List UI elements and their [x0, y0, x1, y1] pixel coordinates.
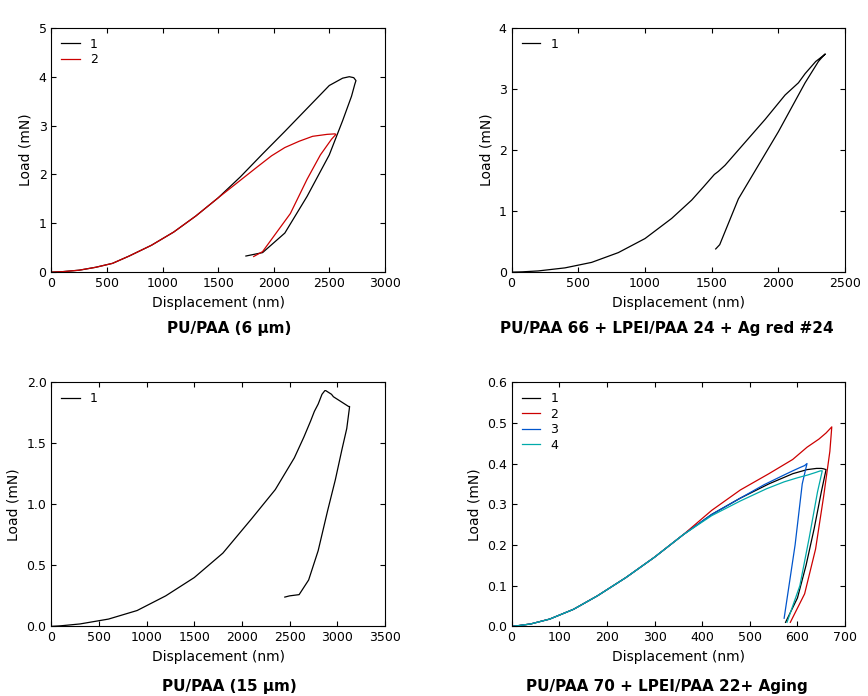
X-axis label: Displacement (nm): Displacement (nm): [612, 650, 745, 664]
Text: PU/PAA (15 μm): PU/PAA (15 μm): [162, 679, 297, 695]
Y-axis label: Load (mN): Load (mN): [467, 468, 481, 541]
Legend: 1, 2, 3, 4: 1, 2, 3, 4: [518, 388, 562, 455]
Y-axis label: Load (mN): Load (mN): [479, 113, 493, 187]
Text: PU/PAA 66 + LPEI/PAA 24 + Ag red #24: PU/PAA 66 + LPEI/PAA 24 + Ag red #24: [500, 321, 834, 336]
Text: PU/PAA (6 μm): PU/PAA (6 μm): [168, 321, 292, 336]
Text: PU/PAA 70 + LPEI/PAA 22+ Aging: PU/PAA 70 + LPEI/PAA 22+ Aging: [526, 679, 808, 695]
Legend: 1: 1: [518, 34, 562, 54]
X-axis label: Displacement (nm): Displacement (nm): [152, 650, 285, 664]
X-axis label: Displacement (nm): Displacement (nm): [152, 296, 285, 310]
X-axis label: Displacement (nm): Displacement (nm): [612, 296, 745, 310]
Legend: 1, 2: 1, 2: [57, 34, 102, 70]
Legend: 1: 1: [57, 388, 102, 409]
Y-axis label: Load (mN): Load (mN): [7, 468, 21, 541]
Y-axis label: Load (mN): Load (mN): [19, 113, 33, 187]
